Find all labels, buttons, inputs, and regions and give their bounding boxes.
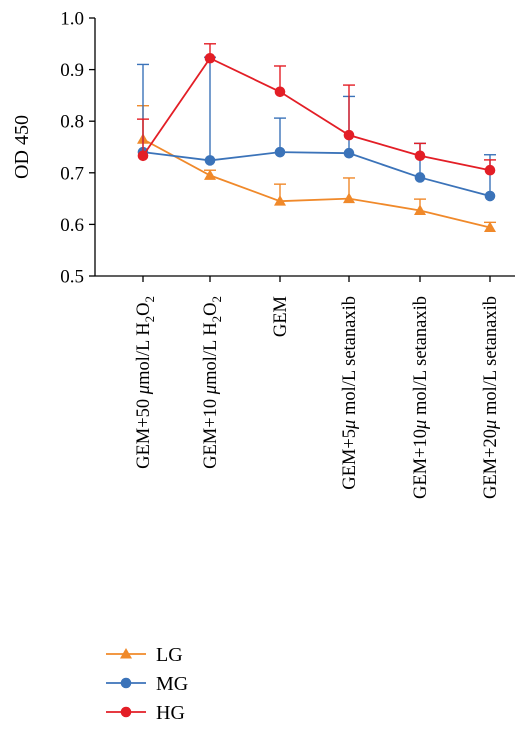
y-tick-label: 0.6 (60, 215, 84, 236)
data-point (204, 52, 216, 64)
y-tick-label: 0.8 (60, 112, 84, 133)
legend-item-hg: HG (106, 702, 185, 724)
data-point (274, 146, 286, 158)
series-line (142, 57, 491, 172)
legend: LG MG HG (106, 644, 188, 724)
data-point (484, 164, 496, 176)
data-point (274, 195, 286, 206)
category-label-post: mol/L H (201, 322, 221, 385)
category-label-sub1: 2 (142, 316, 157, 323)
category-label-sub2: 2 (142, 296, 157, 303)
legend-marker (120, 677, 132, 689)
category-label-post: mol/L H (134, 322, 154, 385)
data-point (414, 172, 426, 183)
series-hg (137, 43, 496, 176)
data-point (343, 147, 355, 159)
category-label-post: mol/L setanaxib (481, 296, 501, 420)
data-point (274, 86, 286, 98)
data-point (484, 221, 496, 232)
category-label-sub1: 2 (209, 316, 224, 323)
category-label-pre: GEM (271, 296, 291, 337)
legend-label: MG (156, 673, 188, 695)
legend-marker (120, 706, 132, 718)
category-label: GEM+10μ mol/L setanaxib (411, 296, 431, 499)
category-label: GEM+10 μmol/L H2O2 (201, 296, 224, 469)
axes (94, 18, 515, 277)
y-axis-label: OD 450 (11, 115, 33, 179)
series-line (142, 138, 491, 229)
series-mg (137, 56, 496, 202)
series (137, 43, 496, 232)
category-label-sub2: 2 (209, 296, 224, 303)
category-label-mu: μ (134, 385, 154, 395)
data-point (414, 204, 426, 215)
series-line (142, 151, 491, 197)
category-label: GEM+5μ mol/L setanaxib (340, 296, 360, 490)
category-label: GEM+50 μmol/L H2O2 (134, 296, 157, 469)
category-label-mid: O (201, 303, 221, 316)
category-label-mu: μ (481, 420, 501, 430)
legend-marker (120, 648, 132, 659)
data-point (343, 129, 355, 141)
category-label-post: mol/L setanaxib (411, 296, 431, 420)
y-tick-label: 0.5 (60, 267, 84, 288)
category-label: GEM+20μ mol/L setanaxib (481, 296, 501, 499)
data-point (204, 155, 216, 166)
category-label-pre: GEM+50 (134, 394, 154, 469)
category-label-pre: GEM+5 (340, 429, 360, 490)
category-label-pre: GEM+10 (201, 394, 221, 469)
data-point (414, 150, 426, 162)
data-point (343, 192, 355, 204)
category-label-post: mol/L setanaxib (340, 296, 360, 420)
category-label-mid: O (134, 303, 154, 316)
y-tick-label: 0.9 (60, 60, 84, 81)
y-tick-label: 0.7 (60, 163, 84, 184)
category-label: GEM (271, 296, 291, 337)
legend-label: HG (156, 702, 185, 724)
category-label-mu: μ (340, 420, 360, 430)
data-point (137, 150, 149, 162)
legend-item-lg: LG (106, 644, 183, 666)
data-point (484, 190, 496, 202)
y-tick-labels: 0.5 0.6 0.7 0.8 0.9 1.0 (60, 9, 95, 288)
category-label-pre: GEM+10 (411, 429, 431, 499)
data-point (204, 169, 216, 180)
y-tick-label: 1.0 (60, 9, 84, 30)
category-label-mu: μ (201, 385, 221, 395)
category-label-pre: GEM+20 (481, 429, 501, 499)
legend-label: LG (156, 644, 183, 666)
category-label-mu: μ (411, 420, 431, 430)
series-lg (137, 105, 496, 232)
legend-item-mg: MG (106, 673, 188, 695)
